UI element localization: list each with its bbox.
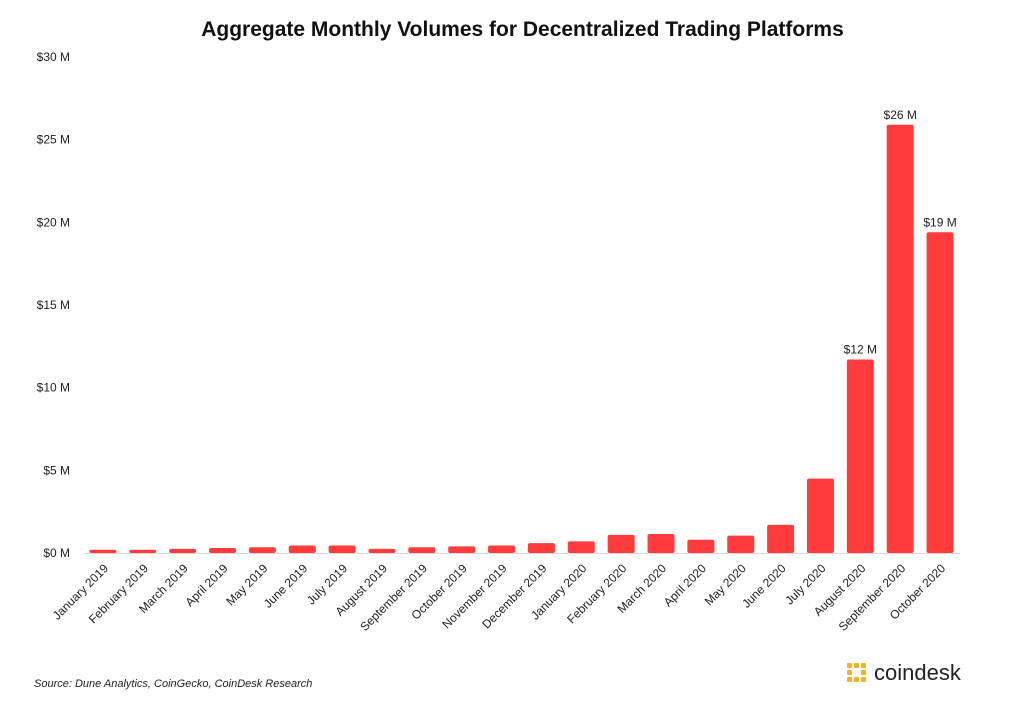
logo-dot: [854, 677, 859, 682]
y-tick-label: $15 M: [37, 298, 70, 312]
data-label: $26 M: [884, 108, 917, 122]
bar: [527, 543, 555, 553]
logo-dot: [847, 663, 852, 668]
x-tick-label: June 2019: [261, 561, 311, 611]
logo-dot: [861, 663, 866, 668]
logo-dot: [861, 677, 866, 682]
logo-dot: [854, 663, 859, 668]
y-tick-label: $0 M: [43, 546, 70, 560]
bar: [209, 548, 237, 553]
bar: [767, 524, 795, 553]
x-tick-label: June 2020: [739, 561, 789, 611]
y-tick-label: $10 M: [37, 381, 70, 395]
data-labels: $12 M $26 M $19 M: [844, 108, 957, 357]
data-label: $12 M: [844, 343, 877, 357]
bar: [448, 546, 476, 553]
bar: [806, 478, 834, 553]
y-tick-label: $5 M: [43, 463, 70, 477]
x-tick-label: April 2020: [661, 561, 709, 609]
x-tick-label: April 2019: [183, 561, 231, 609]
coindesk-logo-icon: [847, 663, 866, 682]
y-tick-label: $20 M: [37, 215, 70, 229]
data-label: $19 M: [923, 215, 956, 229]
logo-dot: [847, 670, 852, 675]
source-note: Source: Dune Analytics, CoinGecko, CoinD…: [34, 678, 313, 690]
bar: [886, 124, 914, 553]
bar: [488, 545, 516, 553]
bar: [647, 533, 675, 553]
bar: [89, 549, 117, 553]
bar: [926, 232, 954, 553]
bar: [846, 359, 874, 553]
bar: [607, 534, 635, 553]
chart-title: Aggregate Monthly Volumes for Decentrali…: [201, 18, 844, 41]
bar: [408, 547, 436, 553]
bar: [328, 545, 356, 553]
y-axis: $0 M $5 M $10 M $15 M $20 M $25 M $30 M: [37, 50, 70, 560]
bar: [169, 548, 197, 553]
bars: [89, 124, 954, 553]
y-tick-label: $30 M: [37, 50, 70, 64]
logo-dot: [847, 677, 852, 682]
brand-name: coindesk: [874, 660, 961, 685]
bar: [288, 545, 316, 553]
logo-dot: [861, 670, 866, 675]
coindesk-logo: coindesk: [846, 660, 961, 686]
bar: [129, 549, 157, 553]
y-tick-label: $25 M: [37, 133, 70, 147]
bar: [248, 547, 276, 553]
bar: [687, 539, 715, 553]
bar: [368, 548, 396, 553]
bar: [567, 541, 595, 553]
bar: [727, 535, 755, 553]
